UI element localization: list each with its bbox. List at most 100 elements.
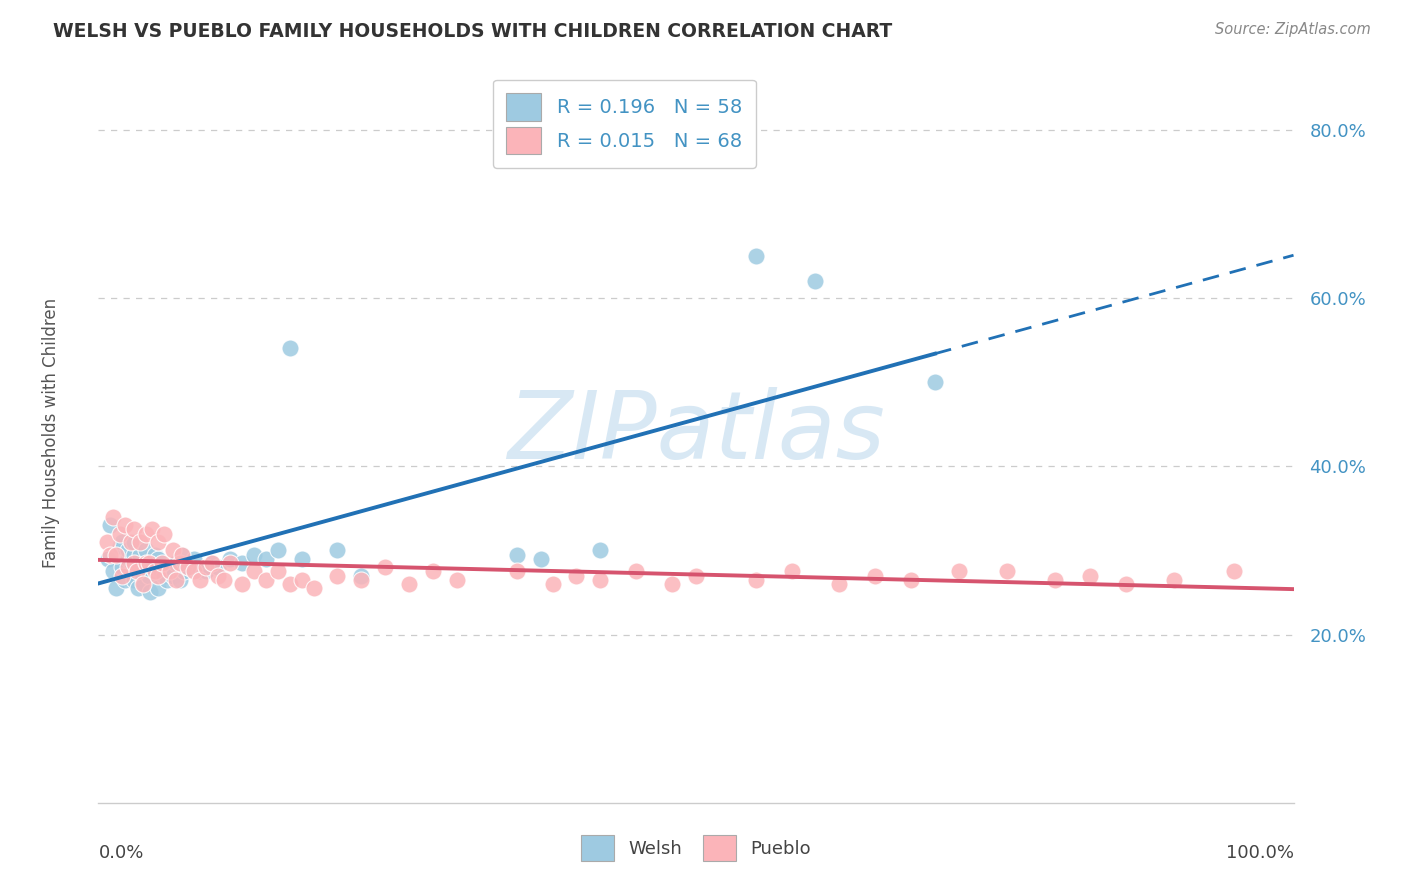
Point (350, 568, 373, 582)
Point (150, 556, 173, 570)
Point (148, 568, 170, 582)
Point (243, 565, 266, 579)
Point (201, 556, 224, 570)
Point (117, 560, 139, 574)
Point (291, 573, 314, 587)
Text: 0.0%: 0.0% (98, 844, 143, 862)
Point (948, 565, 970, 579)
Point (162, 568, 184, 582)
Point (374, 560, 396, 574)
Point (231, 556, 253, 570)
Point (350, 573, 373, 587)
Point (143, 565, 166, 579)
Point (201, 556, 224, 570)
Point (780, 565, 803, 579)
Point (172, 548, 194, 562)
Point (148, 551, 170, 566)
Point (183, 565, 205, 579)
Point (139, 585, 162, 599)
Point (153, 526, 176, 541)
Point (111, 560, 134, 574)
Point (254, 573, 277, 587)
Point (120, 535, 142, 549)
Point (398, 577, 420, 591)
Point (108, 539, 131, 553)
Point (589, 543, 612, 558)
Point (149, 565, 172, 579)
Point (129, 548, 152, 562)
Point (183, 551, 205, 566)
Point (291, 551, 314, 566)
Point (131, 577, 153, 591)
Point (169, 556, 191, 570)
Point (124, 573, 146, 587)
Point (924, 375, 946, 389)
Point (114, 573, 136, 587)
Point (219, 556, 242, 570)
Point (278, 577, 301, 591)
Point (541, 577, 564, 591)
Point (105, 581, 128, 595)
Point (98, 548, 122, 562)
Point (111, 568, 134, 582)
Point (685, 568, 707, 582)
Point (326, 568, 349, 582)
Point (173, 565, 195, 579)
Point (124, 548, 146, 562)
Point (96, 535, 118, 549)
Point (865, 568, 887, 582)
Point (125, 560, 148, 574)
Point (254, 551, 277, 566)
Point (135, 526, 157, 541)
Point (900, 573, 922, 587)
Point (135, 556, 157, 570)
Point (995, 565, 1018, 579)
Point (243, 548, 266, 562)
Point (207, 560, 229, 574)
Point (129, 535, 152, 549)
Point (212, 573, 235, 587)
Point (141, 560, 163, 574)
Point (117, 551, 139, 566)
Point (162, 543, 184, 558)
Point (101, 509, 124, 524)
Point (1043, 573, 1066, 587)
Point (828, 577, 851, 591)
Legend: Welsh, Pueblo: Welsh, Pueblo (574, 828, 818, 868)
Point (530, 551, 553, 566)
Point (148, 535, 170, 549)
Point (177, 560, 200, 574)
Point (195, 560, 218, 574)
Text: WELSH VS PUEBLO FAMILY HOUSEHOLDS WITH CHILDREN CORRELATION CHART: WELSH VS PUEBLO FAMILY HOUSEHOLDS WITH C… (53, 22, 893, 41)
Point (165, 573, 187, 587)
Point (1115, 577, 1137, 591)
Point (101, 565, 124, 579)
Point (135, 543, 157, 558)
Point (302, 581, 325, 595)
Point (1223, 565, 1246, 579)
Point (745, 573, 768, 587)
Point (326, 543, 349, 558)
Text: ZIPatlas: ZIPatlas (508, 387, 884, 478)
Point (1080, 568, 1102, 582)
Point (131, 568, 153, 582)
Point (188, 565, 211, 579)
Point (745, 249, 768, 263)
Point (97, 551, 120, 566)
Point (446, 573, 468, 587)
Point (138, 556, 160, 570)
Point (231, 577, 253, 591)
Point (117, 543, 139, 558)
Point (626, 565, 648, 579)
Point (422, 565, 444, 579)
Point (143, 548, 166, 562)
Point (177, 560, 200, 574)
Point (127, 581, 149, 595)
Point (108, 526, 131, 541)
Text: Family Households with Children: Family Households with Children (42, 298, 59, 567)
Point (565, 568, 588, 582)
Point (105, 548, 128, 562)
Point (661, 577, 683, 591)
Point (172, 548, 194, 562)
Point (506, 565, 529, 579)
